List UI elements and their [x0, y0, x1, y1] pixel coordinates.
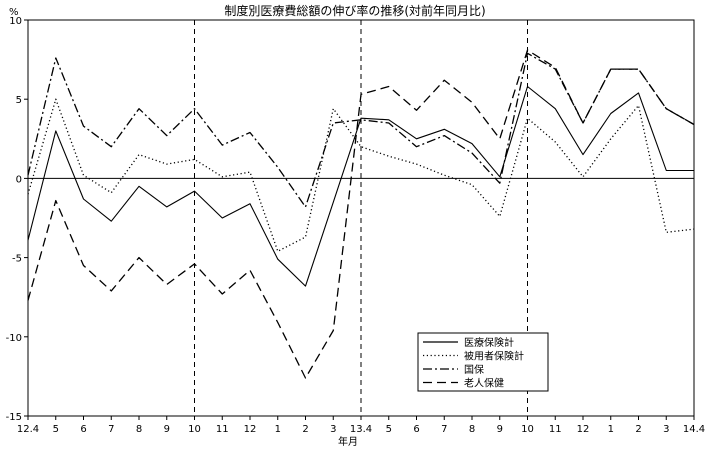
x-tick-label: 6 [413, 424, 419, 435]
x-tick-label: 12.4 [17, 424, 39, 435]
y-tick-label: -5 [12, 254, 22, 265]
x-tick-label: 2 [302, 424, 308, 435]
x-tick-label: 1 [275, 424, 281, 435]
x-tick-label: 7 [441, 424, 447, 435]
x-tick-label: 12 [577, 424, 590, 435]
x-tick-label: 8 [469, 424, 475, 435]
x-tick-label: 8 [136, 424, 142, 435]
series-line-3 [27, 52, 695, 208]
y-tick-label: 0 [16, 174, 22, 185]
x-tick-label: 13.4 [350, 424, 372, 435]
x-tick-label: 10 [521, 424, 534, 435]
x-tick-label: 12 [244, 424, 257, 435]
x-tick-label: 5 [53, 424, 59, 435]
series-line-4 [27, 49, 695, 379]
x-tick-label: 3 [330, 424, 336, 435]
x-tick-label: 6 [80, 424, 86, 435]
x-tick-label: 11 [549, 424, 562, 435]
x-tick-label: 1 [608, 424, 614, 435]
x-axis-label: 年月 [338, 435, 358, 448]
y-tick-label: -10 [6, 333, 22, 344]
x-tick-label: 7 [108, 424, 114, 435]
y-tick-label: -15 [6, 412, 22, 423]
legend-label: 国保 [464, 363, 484, 376]
legend-label: 医療保険計 [464, 336, 514, 349]
legend-label: 被用者保険計 [464, 350, 524, 363]
y-axis-unit-label: % [9, 7, 19, 18]
y-tick-label: 5 [16, 95, 22, 106]
x-tick-label: 2 [635, 424, 641, 435]
x-tick-label: 3 [663, 424, 669, 435]
x-tick-label: 11 [216, 424, 229, 435]
y-tick-label: 10 [9, 16, 22, 27]
legend-box [417, 332, 549, 392]
x-tick-label: 9 [497, 424, 503, 435]
x-tick-label: 5 [386, 424, 392, 435]
chart-title: 制度別医療費総額の伸び率の推移(対前年同月比) [224, 3, 485, 18]
x-tick-label: 10 [188, 424, 201, 435]
x-tick-label: 14.4 [683, 424, 705, 435]
x-tick-label: 9 [164, 424, 170, 435]
series-line-1 [27, 85, 694, 287]
legend-label: 老人保健 [464, 377, 504, 390]
